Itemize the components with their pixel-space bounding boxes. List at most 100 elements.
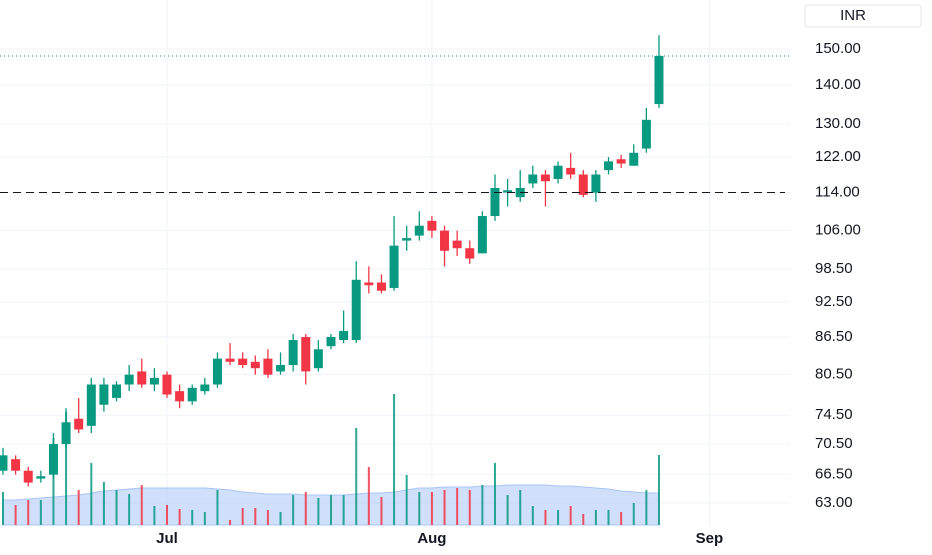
volume-bar	[203, 512, 206, 525]
candle-body	[149, 377, 159, 385]
candle-body	[490, 187, 500, 217]
volume-bar	[355, 428, 358, 525]
candle-body	[0, 455, 8, 471]
volume-bar	[657, 455, 660, 525]
candle-body	[465, 248, 475, 259]
candle-body	[124, 374, 134, 385]
volume-bar	[165, 505, 168, 525]
candle-body	[414, 225, 424, 236]
candle-body	[641, 119, 651, 149]
candle-body	[604, 161, 614, 171]
y-tick-label: 70.50	[815, 435, 853, 452]
y-tick-label: 106.00	[815, 222, 861, 239]
candle-body	[137, 371, 147, 385]
volume-bar	[140, 485, 143, 525]
y-tick-label: 86.50	[815, 328, 853, 345]
volume-bar	[14, 505, 17, 525]
candle-body	[36, 476, 46, 479]
volume-bar	[519, 490, 522, 525]
candle-body	[553, 165, 563, 179]
candle-body	[389, 245, 399, 288]
candle-body	[440, 230, 450, 251]
currency-box[interactable]	[804, 4, 922, 28]
candle-body	[238, 358, 248, 365]
candle-body	[11, 459, 21, 471]
y-tick-label: 130.00	[815, 115, 861, 132]
candle-body	[23, 470, 33, 483]
volume-bar	[102, 482, 105, 525]
y-tick-label: 140.00	[815, 76, 861, 93]
candle-body	[326, 337, 336, 347]
candle-body	[503, 190, 513, 193]
candle-body	[364, 282, 374, 286]
candle-body	[48, 444, 58, 475]
volume-bar	[443, 490, 446, 525]
volume-bar	[481, 485, 484, 525]
candle-body	[61, 422, 71, 445]
x-tick-label: Aug	[417, 530, 446, 547]
candle-body	[351, 279, 361, 341]
candle-body	[301, 337, 311, 372]
y-tick-label: 80.50	[815, 366, 853, 383]
candle-body	[162, 374, 172, 395]
candle-body	[339, 331, 349, 341]
volume-bar	[153, 506, 156, 525]
volume-bar	[393, 394, 396, 525]
volume-bar	[493, 463, 496, 525]
volume-bar	[77, 490, 80, 525]
y-tick-label: 66.50	[815, 466, 853, 483]
volume-bar	[620, 512, 623, 525]
volume-bar	[27, 500, 30, 525]
y-tick-label: 74.50	[815, 406, 853, 423]
y-tick-label: 114.00	[815, 184, 860, 201]
volume-bar	[456, 488, 459, 525]
candle-body	[112, 384, 122, 398]
volume-bar	[266, 510, 269, 525]
volume-bar	[191, 510, 194, 525]
volume-bar	[216, 490, 219, 525]
volume-bar	[128, 494, 131, 525]
volume-bar	[405, 475, 408, 525]
candle-body	[477, 216, 487, 254]
x-tick-label: Sep	[696, 530, 724, 547]
volume-bar	[90, 463, 93, 525]
volume-bar	[342, 495, 345, 525]
volume-bar	[279, 512, 282, 525]
candle-body	[540, 174, 550, 182]
candle-body	[376, 282, 386, 291]
candle-body	[288, 340, 298, 365]
candle-body	[629, 152, 639, 166]
volume-bar	[2, 492, 4, 525]
candle-body	[566, 167, 576, 175]
volume-bar	[367, 467, 370, 525]
y-tick-label: 150.00	[815, 40, 861, 57]
candle-body	[86, 384, 96, 426]
volume-bar	[241, 508, 244, 525]
volume-bar	[380, 497, 383, 525]
currency-label[interactable]: INR	[840, 7, 866, 24]
volume-bar	[582, 514, 585, 525]
candle-body	[263, 358, 273, 375]
candle-body	[250, 361, 260, 369]
volume-bar	[65, 412, 68, 525]
candle-body	[99, 384, 109, 405]
volume-bar	[531, 506, 534, 525]
volume-bar	[645, 490, 648, 525]
candle-body	[225, 358, 235, 362]
volume-bar	[254, 508, 257, 525]
volume-bar	[632, 503, 635, 525]
volume-bar	[594, 510, 597, 525]
x-tick-label: Jul	[156, 530, 178, 547]
candle-body	[212, 358, 222, 385]
candle-body	[200, 384, 210, 392]
volume-bar	[115, 490, 118, 525]
volume-bar	[317, 498, 320, 525]
candle-body	[427, 220, 437, 231]
volume-bar	[468, 490, 471, 525]
volume-bar	[329, 495, 332, 525]
candle-body	[452, 240, 462, 249]
y-tick-label: 92.50	[815, 293, 853, 310]
volume-bar	[39, 500, 42, 525]
volume-bar	[418, 492, 421, 525]
